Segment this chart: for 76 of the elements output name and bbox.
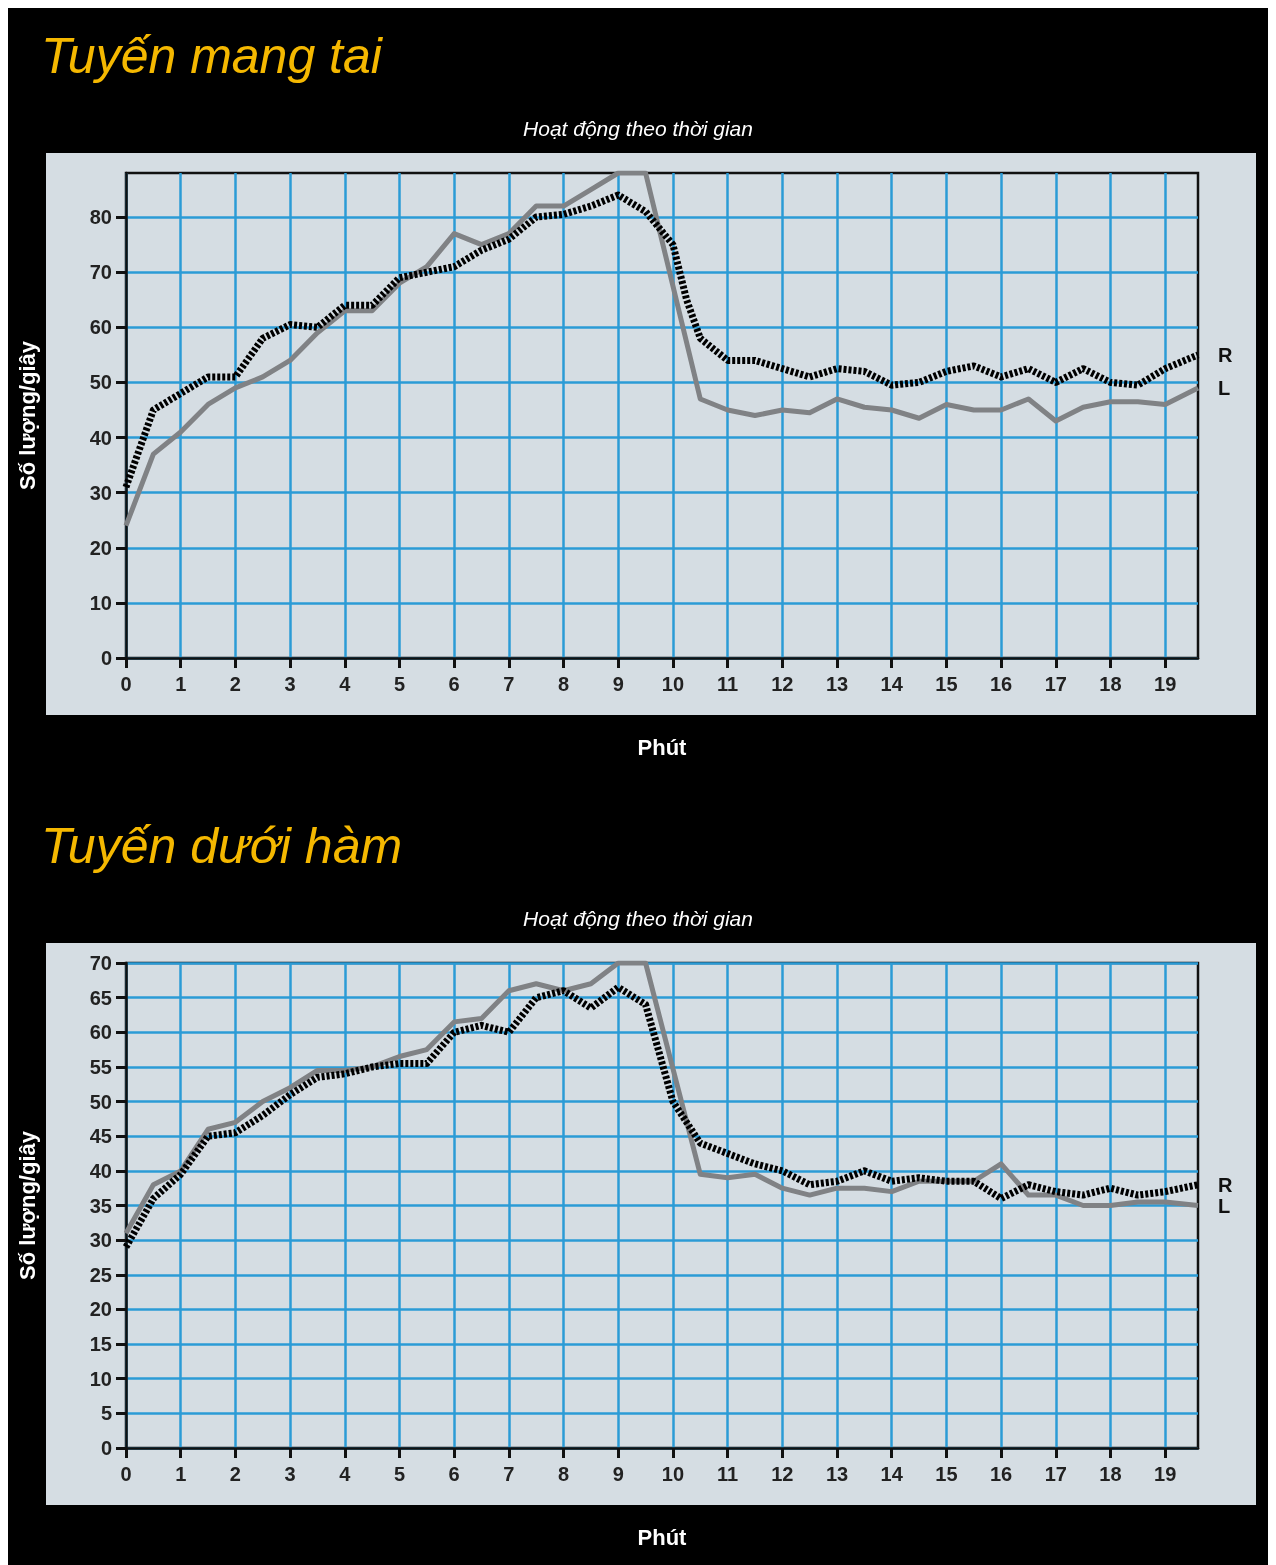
y-tick-label: 10 [89,591,112,614]
x-tick-label: 18 [1099,673,1122,695]
x-tick-label: 1 [175,1463,187,1485]
x-tick-label: 10 [661,673,685,695]
x-tick-label: 13 [825,1463,849,1485]
x-tick-label: 12 [771,1463,794,1485]
y-tick-label: 40 [89,426,112,449]
y-tick-label: 20 [89,1298,112,1321]
x-tick-label: 19 [1154,673,1177,695]
x-tick-label: 17 [1044,673,1067,695]
x-axis-title: Phút [637,734,688,760]
x-tick-label: 4 [339,673,352,695]
x-tick-label: 17 [1044,1463,1067,1485]
y-tick-label: 25 [89,1263,112,1286]
y-tick-label: 65 [89,986,112,1009]
chart-title: Tuyến mang tai [41,28,384,84]
x-tick-label: 16 [989,673,1013,695]
y-tick-label: 60 [89,316,112,339]
y-tick-label: 60 [89,1021,112,1044]
x-tick-label: 0 [120,673,132,695]
y-tick-label: 0 [100,1437,112,1459]
x-tick-label: 2 [229,673,241,695]
x-tick-label: 3 [284,673,296,695]
y-tick-label: 70 [89,952,112,974]
y-tick-label: 50 [89,371,112,394]
y-tick-label: 5 [100,1402,112,1425]
y-tick-label: 10 [89,1367,112,1390]
x-tick-label: 11 [717,1463,739,1485]
y-tick-label: 45 [89,1125,112,1148]
y-tick-label: 70 [89,261,112,284]
y-tick-label: 80 [89,206,112,229]
y-axis-title: Số lượng/giây [14,340,40,490]
x-tick-label: 19 [1154,1463,1177,1485]
x-tick-label: 16 [989,1463,1013,1485]
x-tick-label: 14 [880,1463,904,1485]
series-label: R [1218,1173,1233,1196]
y-tick-label: 30 [89,481,112,504]
y-tick-label: 15 [89,1333,112,1356]
y-axis-title: Số lượng/giây [14,1130,40,1280]
x-tick-label: 10 [661,1463,685,1485]
x-tick-label: 15 [935,1463,958,1485]
x-tick-label: 0 [120,1463,132,1485]
y-tick-label: 55 [89,1055,112,1078]
chart-title: Tuyến dưới hàm [41,818,403,874]
y-tick-label: 35 [89,1194,112,1217]
x-tick-label: 6 [448,673,460,695]
x-tick-label: 9 [612,1463,624,1485]
x-axis-title: Phút [637,1524,688,1550]
y-tick-label: 30 [89,1229,112,1252]
x-tick-label: 3 [284,1463,296,1485]
x-tick-label: 7 [503,1463,515,1485]
x-tick-label: 6 [448,1463,460,1485]
x-tick-label: 4 [339,1463,352,1485]
x-tick-label: 12 [771,673,794,695]
chart-subtitle: Hoạt động theo thời gian [523,907,753,930]
series-label: L [1218,376,1231,399]
x-tick-label: 5 [393,673,406,695]
x-tick-label: 9 [612,673,624,695]
x-tick-label: 8 [557,1463,570,1485]
series-label: R [1218,343,1233,366]
x-tick-label: 18 [1099,1463,1122,1485]
x-tick-label: 13 [825,673,849,695]
y-tick-label: 50 [89,1090,112,1113]
x-tick-label: 1 [175,673,187,695]
x-tick-label: 14 [880,673,904,695]
y-tick-label: 20 [89,536,112,559]
x-tick-label: 7 [503,673,515,695]
x-tick-label: 11 [717,673,739,695]
x-tick-label: 5 [393,1463,406,1485]
y-tick-label: 40 [89,1159,112,1182]
chart-subtitle: Hoạt động theo thời gian [523,117,753,140]
x-tick-label: 8 [557,673,570,695]
x-tick-label: 2 [229,1463,241,1485]
y-tick-label: 0 [100,647,112,669]
series-label: L [1218,1194,1231,1217]
x-tick-label: 15 [935,673,958,695]
